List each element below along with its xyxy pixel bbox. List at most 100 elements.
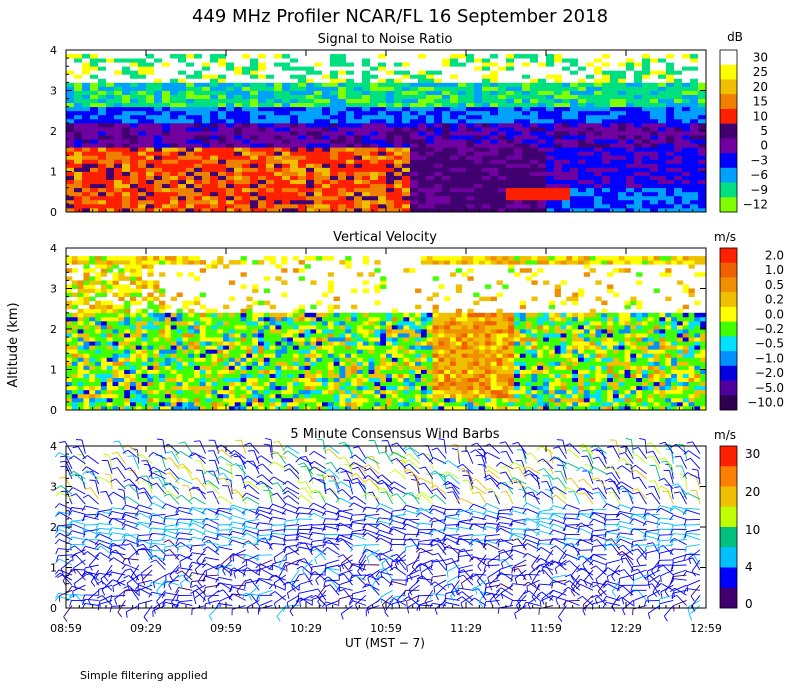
- velocity-cell: [100, 337, 108, 342]
- snr-cell: [530, 54, 539, 59]
- velocity-cell: [112, 401, 119, 407]
- snr-cell: [114, 90, 123, 95]
- snr-cell: [594, 106, 603, 112]
- snr-cell: [146, 98, 155, 104]
- snr-cell: [698, 106, 707, 112]
- velocity-cell: [351, 333, 358, 338]
- snr-cell: [210, 167, 219, 172]
- velocity-cell: [275, 312, 282, 318]
- snr-cell: [458, 135, 467, 140]
- velocity-cell: [100, 381, 108, 387]
- snr-cell: [666, 58, 675, 63]
- snr-cell: [546, 118, 555, 124]
- velocity-cell: [112, 393, 119, 399]
- snr-cell: [82, 167, 91, 172]
- velocity-cell: [234, 329, 241, 334]
- snr-cell: [418, 191, 427, 197]
- snr-cell: [650, 163, 659, 168]
- velocity-cell: [246, 320, 253, 326]
- velocity-cell: [356, 349, 364, 354]
- snr-cell: [82, 82, 91, 87]
- snr-cell: [570, 54, 579, 59]
- velocity-cell: [118, 341, 125, 346]
- velocity-cell: [211, 389, 218, 395]
- snr-cell: [298, 62, 307, 67]
- velocity-cell: [124, 284, 131, 289]
- snr-cell: [194, 143, 203, 148]
- velocity-cell: [432, 349, 439, 354]
- snr-cell: [418, 114, 427, 120]
- snr-cell: [138, 131, 147, 136]
- velocity-cell: [170, 381, 177, 387]
- velocity-cell: [252, 405, 259, 411]
- velocity-cell: [182, 300, 189, 306]
- velocity-cell: [182, 316, 189, 322]
- snr-cell: [146, 118, 155, 124]
- snr-cell: [346, 126, 355, 132]
- velocity-cell: [391, 381, 399, 387]
- snr-cell: [474, 122, 483, 128]
- velocity-cell: [77, 397, 84, 403]
- snr-cell: [514, 86, 523, 91]
- snr-cell: [506, 163, 515, 168]
- velocity-cell: [304, 369, 311, 374]
- snr-cell: [234, 147, 243, 152]
- snr-cell: [74, 118, 83, 124]
- velocity-cell: [100, 401, 108, 407]
- velocity-cell: [66, 401, 73, 407]
- snr-cell: [282, 62, 291, 67]
- snr-cell: [266, 90, 275, 95]
- snr-cell: [394, 82, 403, 87]
- velocity-cell: [83, 292, 90, 297]
- velocity-cell: [351, 405, 358, 411]
- velocity-cell: [368, 337, 375, 342]
- snr-cell: [74, 155, 83, 160]
- velocity-cell: [322, 349, 329, 354]
- snr-cell: [234, 86, 243, 91]
- snr-cell: [66, 203, 75, 209]
- snr-cell: [170, 102, 179, 108]
- snr-cell: [346, 147, 355, 152]
- snr-cell: [690, 122, 699, 128]
- velocity-cell: [252, 369, 259, 374]
- velocity-cell: [118, 316, 125, 322]
- snr-cell: [98, 203, 107, 209]
- snr-cell: [674, 171, 683, 176]
- velocity-cell: [83, 256, 90, 261]
- velocity-cell: [194, 341, 201, 346]
- velocity-cell: [217, 357, 224, 362]
- snr-cell: [154, 94, 163, 99]
- snr-cell: [162, 131, 171, 136]
- snr-cell: [698, 118, 707, 124]
- snr-cell: [594, 203, 603, 209]
- snr-cell: [170, 171, 179, 176]
- velocity-cell: [159, 300, 166, 306]
- snr-cell: [202, 110, 211, 116]
- snr-cell: [242, 163, 251, 168]
- snr-cell: [514, 183, 523, 189]
- snr-cell: [130, 98, 139, 104]
- snr-cell: [522, 159, 531, 164]
- velocity-cell: [386, 397, 393, 403]
- snr-cell: [666, 82, 675, 87]
- velocity-cell: [368, 345, 375, 350]
- snr-cell: [602, 203, 611, 209]
- snr-cell: [338, 183, 347, 189]
- snr-cell: [146, 183, 155, 189]
- velocity-cell: [176, 320, 183, 326]
- snr-cell: [538, 122, 547, 128]
- velocity-cell: [351, 357, 358, 362]
- snr-cell: [562, 102, 571, 108]
- snr-cell: [530, 86, 539, 91]
- snr-cell: [186, 191, 195, 197]
- snr-cell: [170, 54, 179, 59]
- snr-cell: [530, 203, 539, 209]
- snr-cell: [586, 187, 595, 193]
- velocity-cell: [159, 401, 166, 407]
- velocity-cell: [397, 389, 404, 395]
- velocity-cell: [432, 357, 439, 362]
- velocity-cell: [95, 361, 102, 366]
- snr-cell: [106, 207, 115, 213]
- snr-cell: [218, 102, 227, 108]
- velocity-cell: [106, 268, 113, 273]
